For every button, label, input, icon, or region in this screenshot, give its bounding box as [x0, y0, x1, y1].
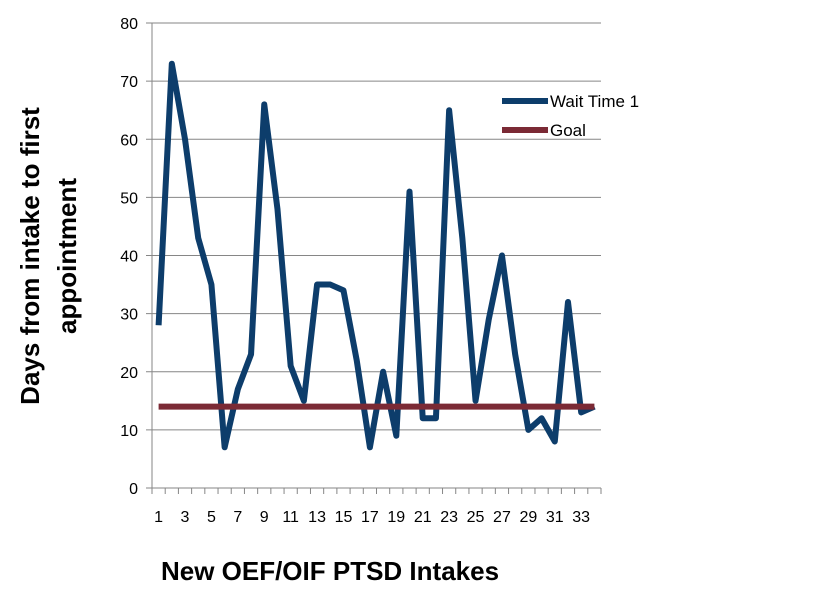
y-axis-title-line-2: appointment	[52, 178, 82, 334]
x-tick-label: 11	[282, 509, 299, 526]
x-tick-label: 23	[440, 509, 458, 526]
x-tick-label: 25	[467, 509, 485, 526]
y-tick-label: 10	[120, 423, 138, 440]
x-tick-labels: 1 3 5 7 9 11 13 15 17 19 21 23 25 27 29 31 33	[154, 509, 590, 526]
x-axis-title: New OEF/OIF PTSD Intakes	[161, 556, 499, 586]
y-tick-label: 60	[120, 132, 138, 149]
y-tick-label: 50	[120, 190, 138, 207]
legend: Wait Time 1 Goal	[502, 92, 639, 140]
x-tick-label: 27	[493, 509, 511, 526]
y-axis-title-line-1: Days from intake to first	[15, 107, 45, 405]
x-tick-label: 1	[154, 509, 163, 526]
y-tick-label: 20	[120, 365, 138, 382]
y-tick-label: 70	[120, 74, 138, 91]
x-tick-label: 33	[572, 509, 590, 526]
axes	[151, 23, 601, 489]
x-tick-label: 21	[414, 509, 432, 526]
legend-label: Wait Time 1	[550, 92, 639, 111]
x-tick-label: 29	[519, 509, 537, 526]
y-tick-label: 0	[129, 481, 138, 498]
x-tick-label: 7	[233, 509, 242, 526]
x-tick-label: 19	[387, 509, 405, 526]
x-tick-label: 5	[207, 509, 216, 526]
legend-label: Goal	[550, 121, 586, 140]
x-tick-label: 15	[335, 509, 353, 526]
y-tick-label: 80	[120, 16, 138, 33]
x-tick-label: 9	[260, 509, 269, 526]
x-tick-label: 17	[361, 509, 379, 526]
y-tick-labels: 0 10 20 30 40 50 60 70 80	[120, 16, 138, 498]
x-tick-label: 31	[546, 509, 564, 526]
series-lines	[155, 60, 596, 451]
x-tick-label: 3	[181, 509, 190, 526]
y-tick-label: 30	[120, 307, 138, 324]
y-tick-label: 40	[120, 249, 138, 266]
x-tick-label: 13	[308, 509, 326, 526]
